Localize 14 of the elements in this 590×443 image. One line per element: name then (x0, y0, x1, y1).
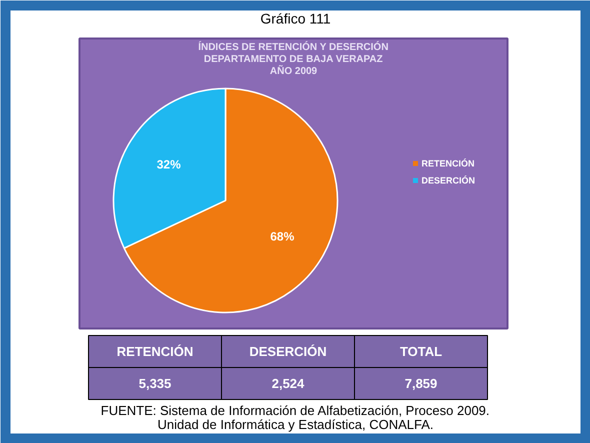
text: 2,524 (272, 376, 306, 391)
text: TOTAL (400, 344, 442, 359)
slice-label: RETENCIÓN (116, 344, 194, 359)
legend-label: RETENCIÓN (422, 158, 475, 168)
text: 5,335 (138, 376, 172, 391)
data-label: 32% (156, 157, 182, 172)
text: Unidad de Informática y Estadística, CONALFA. (157, 417, 434, 432)
chart-title: Gráfico 111 (260, 10, 331, 26)
legend-label: DESERCIÓN (422, 176, 476, 186)
source-note: FUENTE: Sistema de Información de Alfabetización, Proceso 2009. (100, 403, 490, 418)
text: 7,859 (404, 376, 438, 391)
data-label: 68% (270, 230, 295, 244)
chart-subtitle: ÍNDICES DE RETENCIÓN Y DESERCIÓN DEPARTAMENTO DE BAJA VERAPAZ AÑO 2009 (198, 41, 388, 77)
category-label: DESERCIÓN (249, 344, 327, 359)
